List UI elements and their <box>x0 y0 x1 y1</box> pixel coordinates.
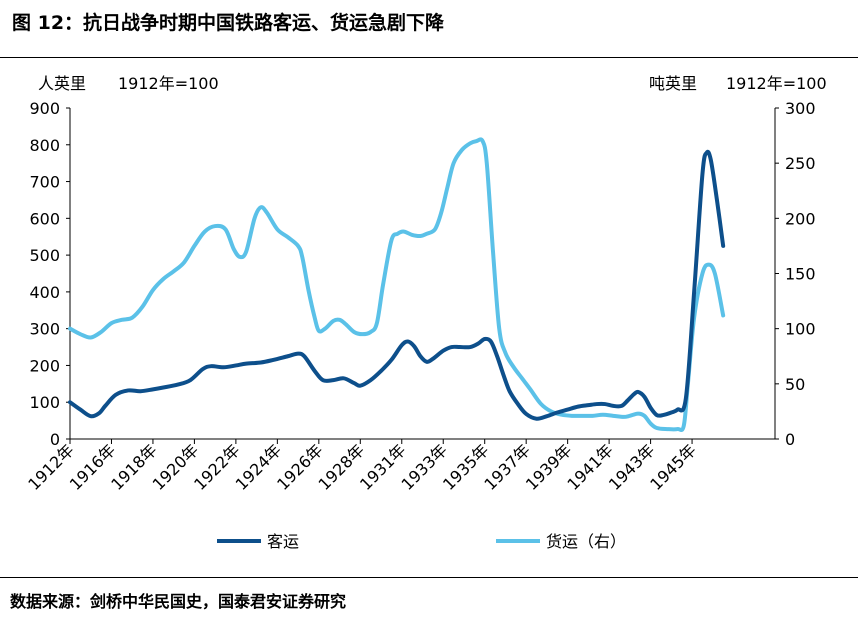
right-y-tick-label: 150 <box>785 265 816 284</box>
left-y-tick-label: 500 <box>29 246 60 265</box>
data-source: 数据来源：剑桥中华民国史，国泰君安证券研究 <box>10 592 347 611</box>
left-y-tick-label: 200 <box>29 356 60 375</box>
right-y-tick-label: 200 <box>785 209 816 228</box>
left-unit-label: 人英里 <box>38 74 86 93</box>
left-y-tick-label: 700 <box>29 173 60 192</box>
left-y-tick-label: 600 <box>29 209 60 228</box>
left-y-tick-label: 400 <box>29 283 60 302</box>
legend-label-freight: 货运（右） <box>546 532 626 551</box>
right-y-tick-label: 100 <box>785 320 816 339</box>
bottom-divider <box>0 577 858 578</box>
right-y-tick-label: 0 <box>785 430 795 449</box>
left-y-tick-label: 300 <box>29 320 60 339</box>
right-y-tick-label: 250 <box>785 154 816 173</box>
chart-title: 图 12：抗日战争时期中国铁路客运、货运急剧下降 <box>12 12 445 34</box>
top-divider <box>0 57 858 58</box>
right-unit-label: 吨英里 <box>649 74 697 93</box>
left-base-label: 1912年=100 <box>118 74 219 93</box>
right-y-tick-label: 50 <box>785 375 805 394</box>
right-base-label: 1912年=100 <box>726 74 827 93</box>
left-y-tick-label: 800 <box>29 136 60 155</box>
left-y-tick-label: 900 <box>29 99 60 118</box>
legend-label-passenger: 客运 <box>267 532 299 551</box>
series-line-freight <box>68 137 726 433</box>
series-line-passenger <box>68 149 726 421</box>
line-chart: 人英里 1912年=100 吨英里 1912年=100 0 100 200 300 40… <box>24 74 827 551</box>
x-tick-label: 1945年 <box>646 440 700 494</box>
left-y-tick-label: 100 <box>29 393 60 412</box>
left-y-tick-label: 0 <box>50 430 60 449</box>
right-y-tick-label: 300 <box>785 99 816 118</box>
